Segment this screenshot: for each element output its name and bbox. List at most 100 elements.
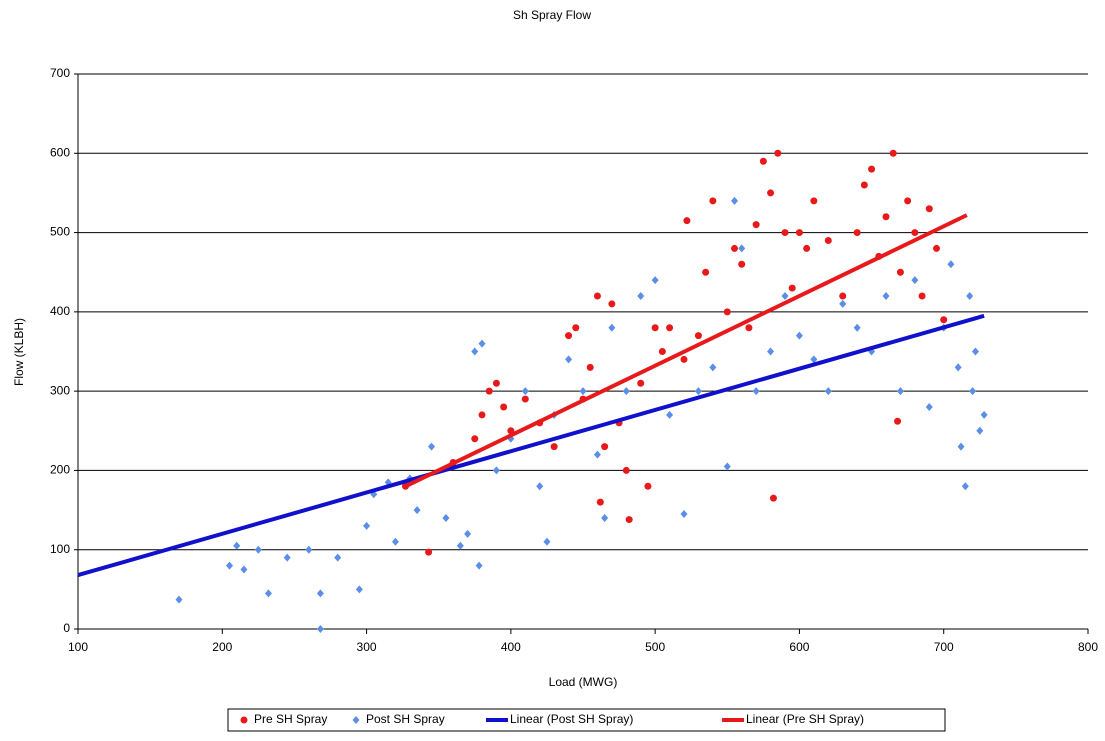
data-point: [680, 510, 688, 519]
data-point: [769, 494, 777, 502]
data-point: [471, 435, 479, 443]
legend-label: Linear (Post SH Spray): [510, 712, 633, 726]
data-point: [980, 410, 988, 419]
data-point: [738, 244, 746, 253]
data-point: [355, 585, 363, 594]
y-tick-label: 200: [50, 463, 70, 477]
data-point: [586, 363, 594, 371]
data-point: [413, 506, 421, 515]
y-tick-label: 300: [50, 383, 70, 397]
data-point: [608, 300, 616, 308]
data-point: [305, 545, 313, 554]
legend-label: Post SH Spray: [366, 712, 445, 726]
y-tick-label: 400: [50, 304, 70, 318]
data-point: [723, 462, 731, 471]
data-point: [596, 498, 604, 506]
data-point: [759, 157, 767, 165]
data-point: [781, 229, 789, 237]
data-point: [543, 537, 551, 546]
x-tick-label: 100: [68, 640, 88, 654]
y-tick-label: 100: [50, 542, 70, 556]
x-tick-label: 700: [934, 640, 954, 654]
y-axis-label: Flow (KLBH): [12, 318, 26, 386]
data-point: [316, 589, 324, 598]
data-point: [882, 213, 890, 221]
data-point: [957, 442, 965, 451]
data-point: [428, 442, 435, 451]
data-point: [240, 565, 248, 574]
data-point: [738, 260, 746, 268]
data-point: [521, 387, 529, 396]
legend-label: Pre SH Spray: [254, 712, 327, 726]
data-point: [774, 149, 782, 157]
data-point: [593, 450, 601, 459]
data-point: [478, 339, 486, 348]
data-point: [911, 276, 919, 285]
data-point: [933, 244, 940, 252]
data-point: [795, 331, 803, 340]
data-point: [391, 537, 399, 546]
data-point: [723, 308, 731, 316]
data-point: [492, 379, 500, 387]
data-point: [694, 387, 702, 396]
data-point: [565, 332, 573, 340]
data-point: [334, 553, 342, 562]
data-point: [781, 292, 789, 300]
data-point: [947, 260, 955, 269]
x-tick-label: 500: [645, 640, 665, 654]
data-point: [644, 482, 652, 490]
data-point: [500, 403, 508, 411]
data-point: [889, 149, 897, 157]
data-point: [651, 324, 659, 332]
data-point: [839, 299, 847, 308]
trend-line: [77, 313, 985, 578]
data-point: [882, 292, 890, 300]
data-point: [925, 403, 933, 411]
data-point: [976, 426, 984, 435]
data-point: [579, 387, 587, 396]
data-point: [767, 189, 775, 197]
data-point: [572, 324, 580, 332]
data-point: [731, 196, 738, 205]
data-point: [425, 548, 433, 556]
data-point: [894, 417, 902, 425]
y-tick-label: 500: [50, 225, 70, 239]
data-point: [651, 276, 659, 285]
data-point: [608, 323, 616, 332]
data-point: [709, 197, 717, 205]
data-point: [803, 244, 811, 252]
data-point: [810, 197, 818, 205]
data-point: [709, 363, 717, 372]
data-point: [264, 589, 272, 598]
data-point: [896, 387, 904, 396]
x-tick-label: 600: [789, 640, 809, 654]
data-point: [911, 229, 919, 237]
data-point: [521, 395, 529, 403]
data-point: [961, 482, 969, 491]
data-point: [752, 387, 760, 396]
data-point: [683, 217, 691, 225]
data-point: [601, 443, 609, 451]
data-point: [918, 292, 926, 300]
data-point: [637, 292, 645, 300]
data-point: [810, 355, 818, 364]
data-point: [853, 323, 861, 332]
y-tick-label: 600: [50, 145, 70, 159]
data-point: [233, 541, 241, 550]
data-point: [316, 625, 324, 633]
legend-swatch: [240, 716, 248, 724]
data-point: [904, 197, 912, 205]
data-point: [254, 545, 262, 554]
data-point: [680, 355, 688, 363]
data-point: [492, 466, 500, 475]
data-point: [658, 348, 666, 355]
x-tick-label: 400: [501, 640, 521, 654]
data-point: [442, 514, 450, 522]
legend-label: Linear (Pre SH Spray): [746, 712, 864, 726]
data-point: [702, 268, 710, 276]
trend-line: [404, 213, 968, 489]
data-point: [745, 324, 753, 332]
data-point: [363, 521, 371, 530]
data-point: [969, 387, 977, 396]
